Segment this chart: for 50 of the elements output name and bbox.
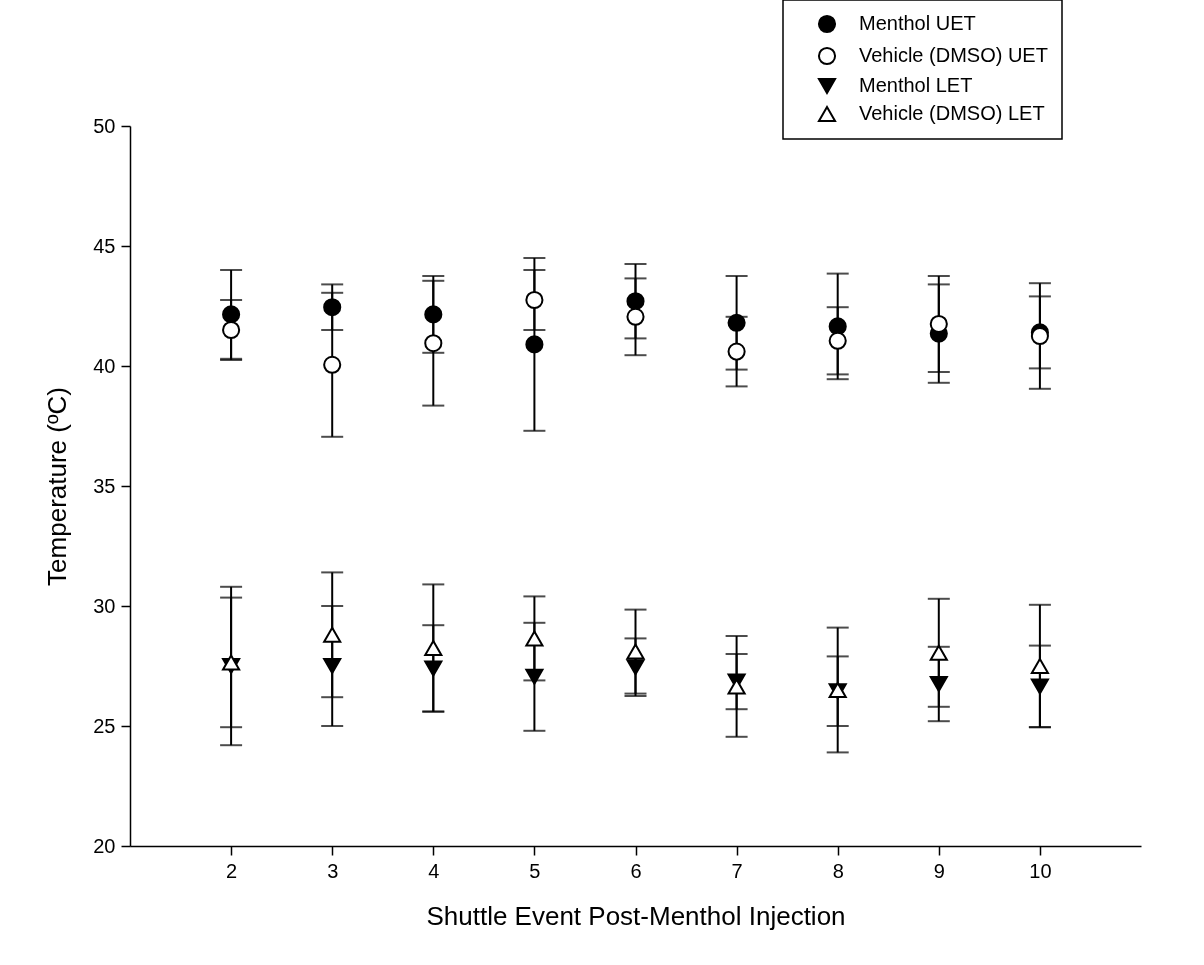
point: [323, 355, 342, 374]
x-tick-label: 7: [731, 859, 743, 882]
point: [525, 335, 544, 354]
y-tick-label: 45: [93, 234, 116, 257]
legend-label: Vehicle (DMSO) UET: [859, 44, 1048, 66]
x-tick-label: 8: [832, 859, 844, 882]
x-tick-label: 4: [428, 859, 440, 882]
point: [222, 305, 241, 324]
point: [525, 630, 544, 647]
x-tick-label: 10: [1029, 859, 1052, 882]
x-tick-label: 2: [226, 859, 238, 882]
legend-label: Menthol LET: [859, 74, 973, 96]
legend-label: Vehicle (DMSO) LET: [859, 102, 1045, 124]
point: [626, 659, 645, 676]
y-tick-label: 25: [93, 714, 116, 737]
point: [525, 290, 544, 310]
point: [828, 331, 847, 350]
x-tick-label: 9: [933, 859, 945, 882]
x-tick-label: 5: [529, 859, 541, 882]
point: [222, 654, 241, 671]
x-tick-label: 3: [327, 859, 339, 882]
point: [525, 668, 544, 685]
point: [424, 305, 443, 324]
point: [626, 643, 645, 660]
point: [424, 660, 443, 677]
point: [323, 298, 342, 317]
point: [727, 313, 746, 332]
y-axis-title: Temperature (ºC): [42, 387, 73, 586]
y-tick-label: 30: [93, 594, 116, 617]
y-tick-label: 35: [93, 474, 116, 497]
point: [323, 658, 342, 674]
y-tick-label: 40: [93, 354, 116, 377]
legend-label: Menthol UET: [859, 12, 976, 34]
point: [626, 307, 645, 326]
point: [323, 626, 342, 643]
point: [424, 640, 443, 656]
point: [1030, 326, 1049, 346]
point: [727, 342, 746, 361]
point: [929, 676, 948, 692]
point: [626, 292, 645, 311]
x-axis-title: Shuttle Event Post-Menthol Injection: [426, 900, 846, 931]
point: [424, 334, 443, 353]
y-tick-label: 50: [93, 114, 116, 137]
point: [1030, 658, 1049, 674]
x-tick-label: 6: [630, 859, 642, 882]
point: [929, 644, 948, 661]
point: [222, 320, 241, 340]
point: [929, 314, 948, 334]
point: [1030, 678, 1049, 695]
y-tick-label: 20: [93, 834, 116, 857]
